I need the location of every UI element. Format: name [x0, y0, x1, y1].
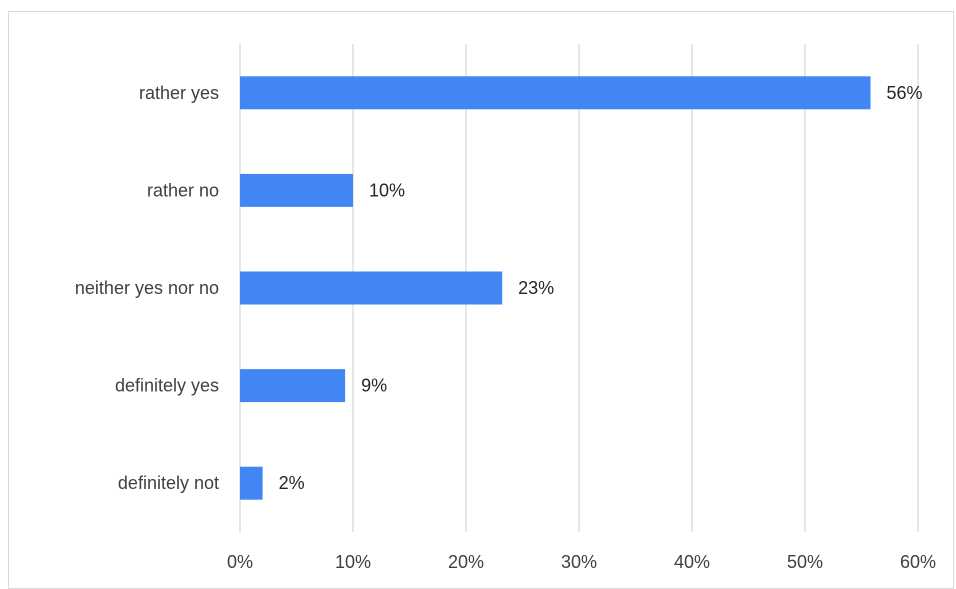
data-label: 9% [361, 376, 387, 396]
bar [240, 76, 871, 110]
x-tick-label: 0% [227, 552, 253, 572]
x-tick-label: 30% [561, 552, 597, 572]
bar [240, 271, 503, 305]
bar [240, 173, 353, 207]
data-label: 2% [279, 473, 305, 493]
bar [240, 369, 346, 403]
category-label: rather no [147, 180, 219, 200]
category-label: rather yes [139, 83, 219, 103]
data-label: 23% [518, 278, 554, 298]
bar [240, 466, 263, 500]
data-label: 10% [369, 180, 405, 200]
x-tick-label: 60% [900, 552, 936, 572]
category-label: definitely not [118, 473, 219, 493]
data-label: 56% [887, 83, 923, 103]
x-tick-label: 40% [674, 552, 710, 572]
x-tick-label: 50% [787, 552, 823, 572]
category-label: neither yes nor no [75, 278, 219, 298]
category-label: definitely yes [115, 376, 219, 396]
x-tick-label: 20% [448, 552, 484, 572]
x-tick-label: 10% [335, 552, 371, 572]
